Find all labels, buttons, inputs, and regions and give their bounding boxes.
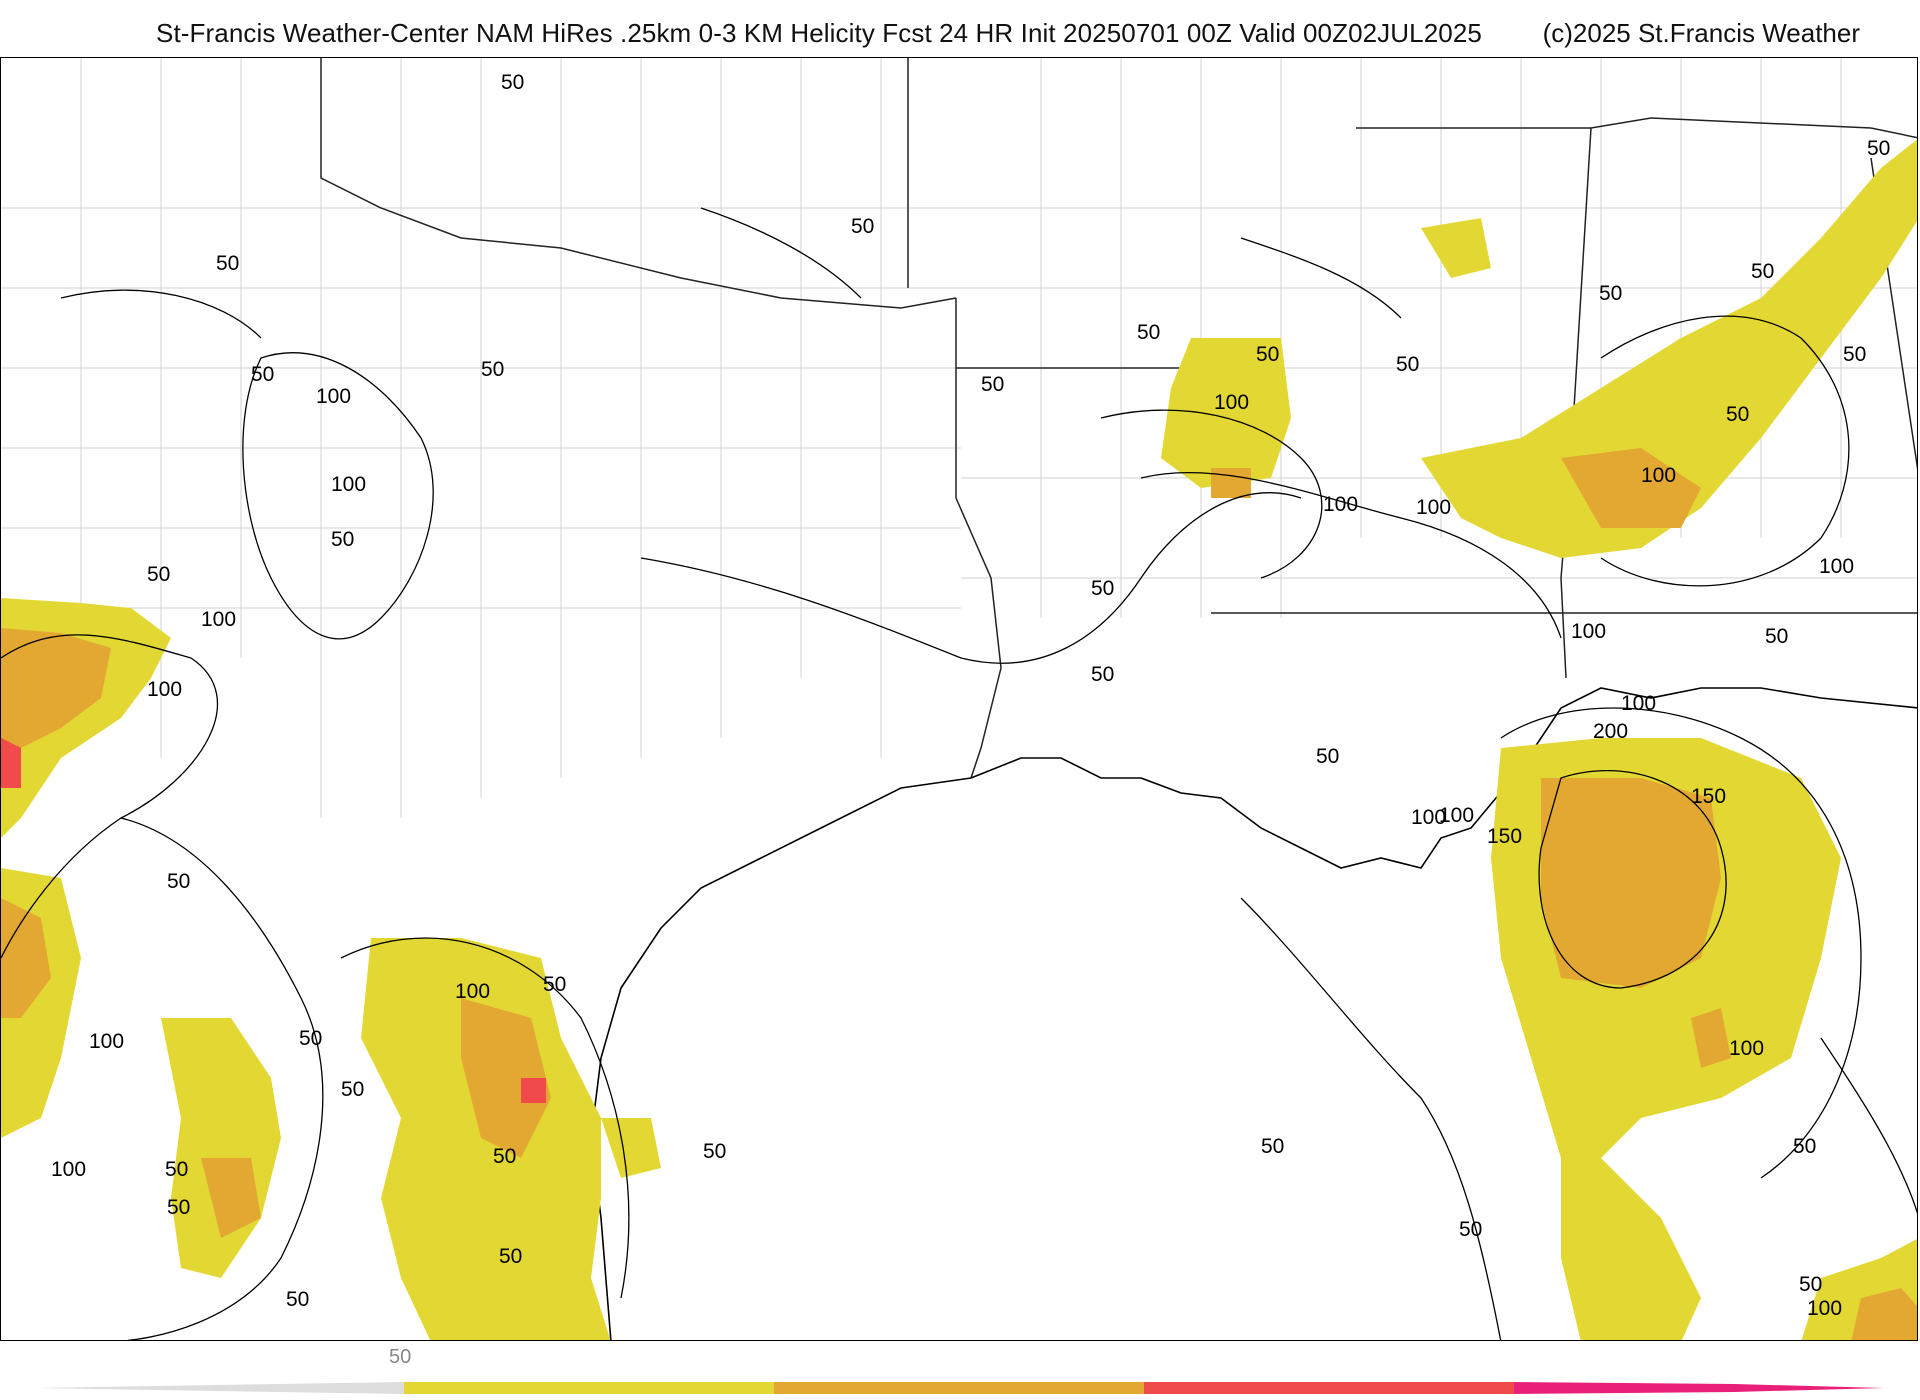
contour-label: 50 <box>1256 343 1279 366</box>
colorbar-tick-50: 50 <box>389 1346 412 1368</box>
contour-label: 100 <box>201 608 236 631</box>
shade-100-west-upper <box>1 628 111 758</box>
contour-label: 100 <box>455 980 490 1003</box>
map-canvas: 50 50 50 50 50 50 100 100 100 50 50 100 … <box>1 58 1917 1340</box>
contour-label: 100 <box>1416 496 1451 519</box>
contour-label: 50 <box>251 363 274 386</box>
contour-labels: 50 50 50 50 50 50 100 100 100 50 50 100 … <box>51 71 1890 1320</box>
colorbar-segment-50 <box>404 1382 774 1394</box>
contour-label: 50 <box>703 1140 726 1163</box>
contour-label: 100 <box>1323 493 1358 516</box>
contour-label: 50 <box>147 563 170 586</box>
colorbar-segment-200 <box>1514 1382 1884 1394</box>
contour-label: 50 <box>216 252 239 275</box>
map-title: St-Francis Weather-Center NAM HiRes .25k… <box>156 18 1482 48</box>
shade-100-gulf-band <box>1691 1008 1731 1068</box>
contour-label: 100 <box>1807 1297 1842 1320</box>
colorbar-left-taper <box>34 1382 404 1394</box>
shade-100-sw-b <box>461 998 551 1158</box>
shade-100-se-corner <box>1851 1288 1917 1340</box>
shade-100-west-mid <box>1 898 51 1018</box>
helicity-map: 50 50 50 50 50 50 100 100 100 50 50 100 … <box>0 57 1918 1341</box>
shade-50-nc <box>1421 218 1491 278</box>
contour-label: 100 <box>51 1158 86 1181</box>
contour-label: 100 <box>1571 620 1606 643</box>
contour-label: 50 <box>167 1196 190 1219</box>
contour-label: 50 <box>286 1288 309 1311</box>
contour-label: 50 <box>499 1245 522 1268</box>
contour-label: 50 <box>165 1158 188 1181</box>
shade-100-ne-cluster <box>1211 468 1251 498</box>
shade-50-east-band <box>1421 139 1917 558</box>
shade-50-gulf-patch <box>601 1118 661 1178</box>
shade-150-sw-b <box>521 1078 546 1103</box>
colorbar-segment-100 <box>774 1382 1144 1394</box>
contour-label: 100 <box>1729 1037 1764 1060</box>
contour-label: 50 <box>1751 260 1774 283</box>
contour-label: 100 <box>1439 804 1474 827</box>
contour-label: 50 <box>299 1027 322 1050</box>
shade-100-gulf-large <box>1541 778 1721 988</box>
helicity-shading <box>1 139 1917 1340</box>
contour-label: 200 <box>1593 720 1628 743</box>
copyright-text: (c)2025 St.Francis Weather <box>1542 18 1860 48</box>
contour-label: 100 <box>89 1030 124 1053</box>
shade-100-sw-a <box>201 1158 261 1238</box>
helicity-contours <box>1 207 1917 1340</box>
shade-100-east-band <box>1561 448 1701 528</box>
title-bar: St-Francis Weather-Center NAM HiRes .25k… <box>0 0 1920 58</box>
contour-label: 100 <box>331 473 366 496</box>
contour-label: 50 <box>1599 282 1622 305</box>
colorbar-segment-150 <box>1144 1382 1514 1394</box>
contour-label: 50 <box>481 358 504 381</box>
contour-label: 150 <box>1487 825 1522 848</box>
contour-label: 50 <box>1843 343 1866 366</box>
contour-label: 100 <box>1819 555 1854 578</box>
contour-label: 50 <box>981 373 1004 396</box>
contour-label: 50 <box>341 1078 364 1101</box>
shade-50-sw-a <box>161 1018 281 1278</box>
contour-label: 100 <box>316 385 351 408</box>
contour-label: 50 <box>501 71 524 94</box>
contour-label: 50 <box>1765 625 1788 648</box>
contour-label: 50 <box>1799 1273 1822 1296</box>
contour-label: 100 <box>1411 806 1446 829</box>
contour-label: 50 <box>1396 353 1419 376</box>
contour-label: 100 <box>1641 464 1676 487</box>
contour-label: 50 <box>851 215 874 238</box>
contour-label: 150 <box>1691 785 1726 808</box>
contour-label: 50 <box>543 973 566 996</box>
contour-label: 50 <box>167 870 190 893</box>
contour-label: 50 <box>1726 403 1749 426</box>
contour-label: 50 <box>1261 1135 1284 1158</box>
contour-label: 50 <box>1091 663 1114 686</box>
contour-label: 100 <box>1214 391 1249 414</box>
contour-label: 50 <box>1867 137 1890 160</box>
colorbar-graphic <box>34 1382 1884 1394</box>
shade-150-west <box>1 738 21 788</box>
colorbar <box>34 1346 1884 1396</box>
contour-label: 100 <box>1621 692 1656 715</box>
contour-label: 100 <box>147 678 182 701</box>
contour-label: 50 <box>1793 1135 1816 1158</box>
contour-label: 50 <box>493 1145 516 1168</box>
contour-label: 50 <box>1459 1218 1482 1241</box>
contour-label: 50 <box>331 528 354 551</box>
contour-label: 50 <box>1137 321 1160 344</box>
contour-label: 50 <box>1316 745 1339 768</box>
shade-50-ne-cluster <box>1161 338 1291 488</box>
contour-label: 50 <box>1091 577 1114 600</box>
